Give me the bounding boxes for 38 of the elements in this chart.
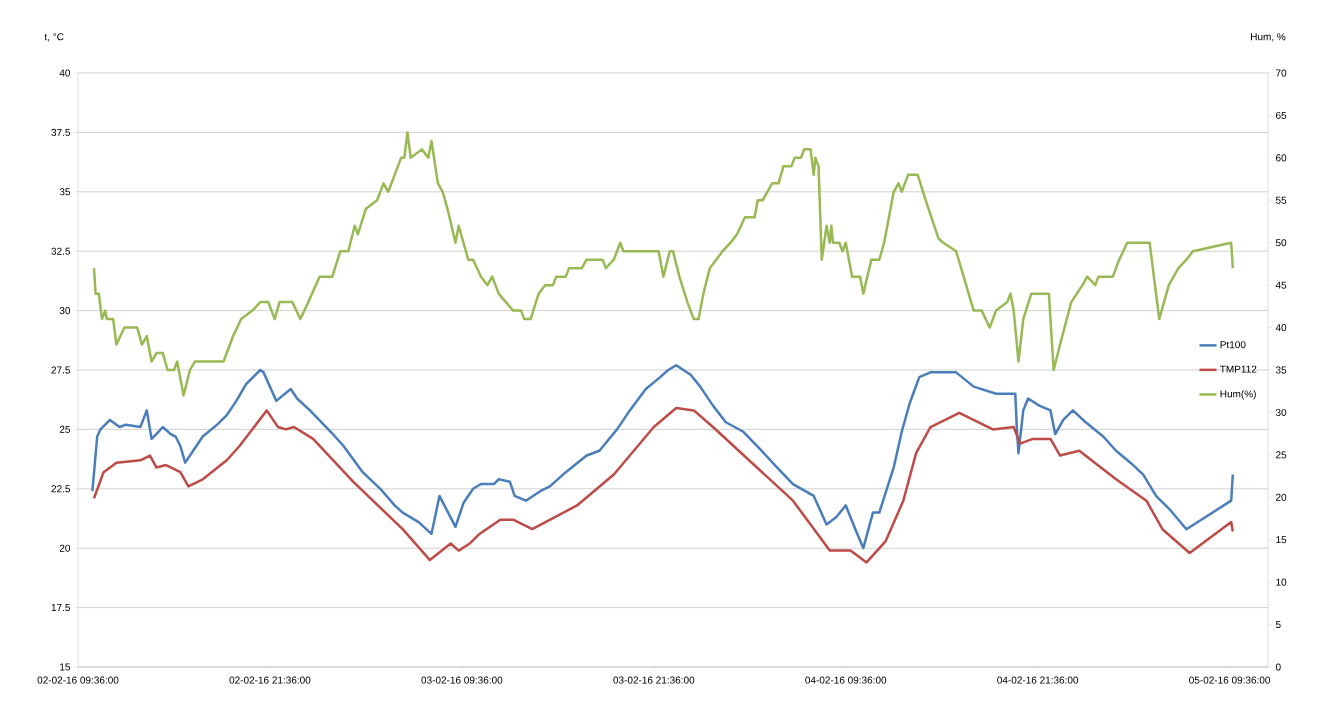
legend-label: Hum(%) bbox=[1220, 390, 1256, 400]
y-tick-label: 27.5 bbox=[51, 366, 71, 374]
y2-tick-label: 35 bbox=[1275, 366, 1287, 374]
y-tick-label: 32.5 bbox=[51, 247, 71, 255]
y2-tick-label: 5 bbox=[1275, 621, 1281, 629]
y2-tick-label: 65 bbox=[1276, 111, 1287, 119]
y2-tick-label: 10 bbox=[1276, 578, 1287, 586]
y-tick-label: 40 bbox=[59, 69, 71, 77]
y-tick-label: 17.5 bbox=[51, 604, 71, 612]
y2-tick-label: 30 bbox=[1275, 408, 1287, 416]
y2-tick-label: 70 bbox=[1276, 69, 1287, 77]
legend-label: TMP112 bbox=[1220, 365, 1257, 373]
y-tick-label: 30 bbox=[59, 307, 71, 315]
y2-tick-label: 45 bbox=[1275, 281, 1287, 289]
y2-tick-label: 55 bbox=[1275, 196, 1287, 204]
x-tick-label: 02-02-16 09:36:00 bbox=[37, 676, 119, 684]
y2-tick-label: 25 bbox=[1276, 451, 1287, 459]
x-tick-label: 03-02-16 21:36:00 bbox=[613, 676, 695, 684]
y2-tick-label: 40 bbox=[1275, 324, 1287, 332]
y2-tick-label: 50 bbox=[1275, 239, 1287, 247]
x-tick-label: 02-02-16 21:36:00 bbox=[229, 676, 311, 684]
x-tick-label: 04-02-16 21:36:00 bbox=[997, 676, 1079, 684]
y2-tick-label: 60 bbox=[1276, 154, 1287, 162]
x-tick-label: 05-02-16 09:36:00 bbox=[1189, 676, 1271, 684]
y-tick-label: 20 bbox=[59, 544, 71, 552]
y-tick-label: 22.5 bbox=[51, 485, 71, 493]
y2-tick-label: 0 bbox=[1275, 663, 1281, 671]
legend-label: Pt100 bbox=[1220, 341, 1246, 349]
y-axis-title: t, °C bbox=[44, 33, 64, 42]
x-tick-label: 04-02-16 09:36:00 bbox=[805, 676, 887, 684]
y2-tick-label: 15 bbox=[1276, 536, 1287, 544]
y-tick-label: 37.5 bbox=[51, 128, 71, 136]
x-tick-label: 03-02-16 09:36:00 bbox=[421, 676, 503, 684]
y2-tick-label: 20 bbox=[1276, 493, 1287, 501]
y2-axis-title: Hum, % bbox=[1251, 33, 1286, 42]
y-tick-label: 35 bbox=[59, 188, 71, 196]
y-tick-label: 15 bbox=[60, 663, 71, 671]
y-tick-label: 25 bbox=[59, 425, 71, 433]
